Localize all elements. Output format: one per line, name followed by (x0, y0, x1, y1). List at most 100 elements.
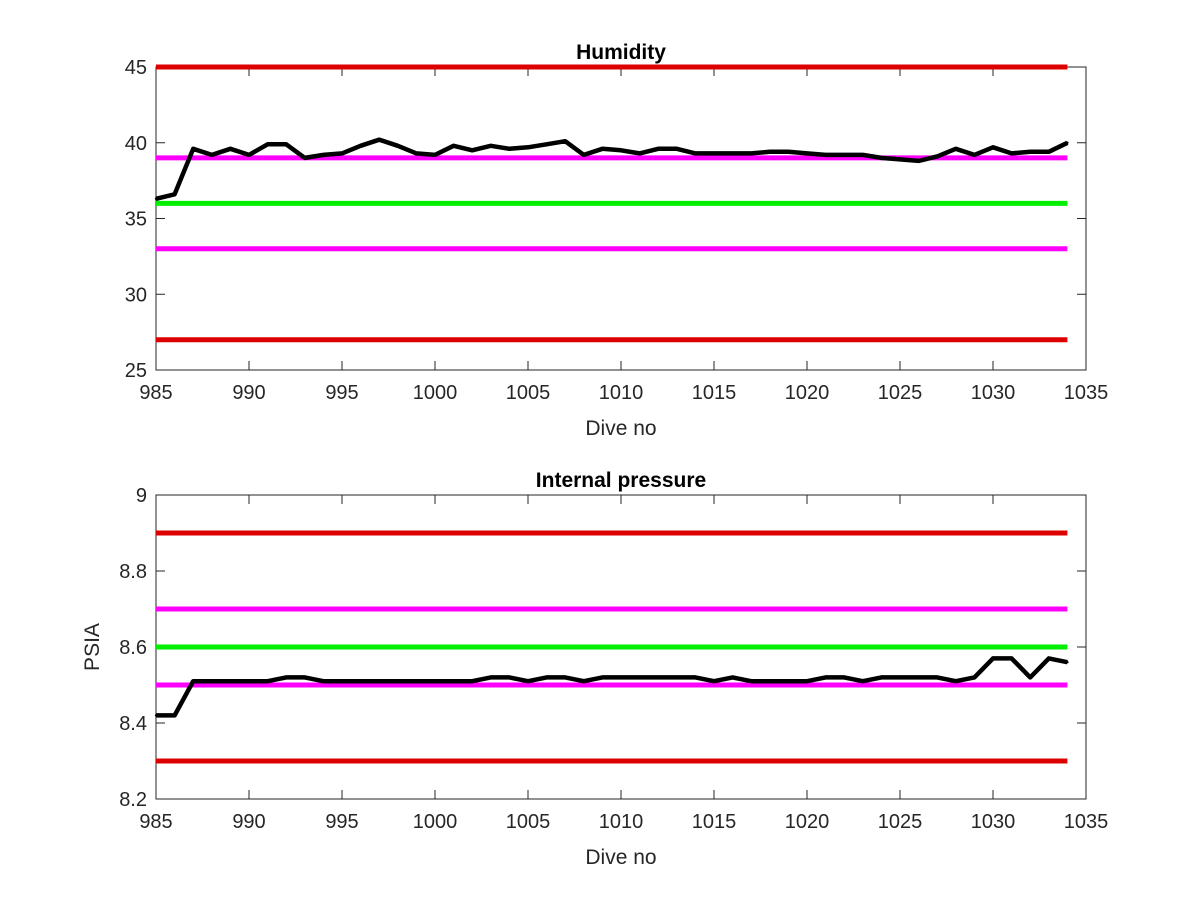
data-point (303, 676, 306, 679)
data-point (898, 158, 902, 161)
data-point (805, 152, 809, 155)
data-point (489, 144, 492, 147)
x-tick-label: 1010 (599, 382, 644, 404)
x-tick-label: 1035 (1064, 811, 1109, 833)
data-point (359, 144, 362, 147)
data-point (1010, 152, 1013, 155)
data-point (508, 147, 511, 151)
data-point (173, 714, 176, 717)
data-point (880, 156, 883, 160)
data-point (824, 676, 827, 679)
data-point (526, 680, 530, 683)
data-point (452, 144, 455, 147)
data-point (192, 680, 195, 683)
data-point (787, 150, 790, 154)
data-point (880, 676, 883, 679)
data-point (750, 152, 753, 155)
data-point (731, 676, 734, 679)
x-tick-label: 1005 (506, 382, 551, 404)
axes-box (155, 66, 1087, 371)
data-point (433, 680, 437, 683)
data-point (936, 155, 939, 158)
data-point (415, 680, 418, 683)
data-point (173, 193, 176, 196)
data-point (675, 147, 678, 151)
x-tick-label: 1000 (413, 382, 458, 404)
y-tick-label: 8.4 (119, 713, 147, 735)
data-point (843, 153, 846, 157)
x-tick-label: 1015 (692, 382, 737, 404)
data-point (545, 143, 548, 146)
data-point (378, 680, 381, 683)
data-point (359, 680, 362, 683)
data-point (657, 676, 660, 679)
data-point (1047, 657, 1051, 660)
data-point (954, 147, 957, 151)
data-point (973, 153, 976, 157)
y-tick-label: 9 (136, 485, 147, 507)
x-tick-label: 1025 (878, 382, 923, 404)
data-point (192, 147, 195, 151)
data-point (675, 676, 678, 679)
data-point (917, 159, 920, 163)
x-tick-label: 985 (139, 382, 172, 404)
data-point (564, 140, 567, 143)
x-tick-label: 1010 (599, 811, 644, 833)
data-point (898, 676, 902, 679)
x-tick-label: 990 (232, 811, 265, 833)
data-point (619, 149, 623, 152)
chart-panel-1: 985 990 995 1000 1005 1010 1015 1020 1025 1030 103… (125, 41, 1109, 440)
data-point (322, 680, 325, 683)
data-point (396, 680, 399, 683)
y-tick-label: 25 (125, 360, 147, 382)
x-tick-label: 985 (139, 811, 172, 833)
x-tick-label: 1020 (785, 811, 830, 833)
data-point (805, 680, 809, 683)
y-tick-label: 30 (125, 284, 147, 306)
chart-title: Internal pressure (536, 469, 706, 492)
data-point (582, 153, 585, 157)
x-tick-label: 1030 (971, 811, 1016, 833)
x-tick-label: 1000 (413, 811, 458, 833)
data-point (229, 147, 232, 151)
x-tick-label: 995 (325, 382, 358, 404)
data-point (340, 152, 344, 155)
data-point (564, 676, 567, 679)
data-point (229, 680, 232, 683)
data-point (266, 143, 269, 146)
y-tick-label: 8.8 (119, 561, 147, 583)
data-point (750, 680, 753, 683)
chart-title: Humidity (576, 41, 666, 64)
data-point (731, 152, 734, 155)
data-point (452, 680, 455, 683)
data-point (1047, 150, 1051, 154)
data-point (266, 680, 269, 683)
x-tick-label: 1005 (506, 811, 551, 833)
data-point (340, 680, 344, 683)
data-point (471, 680, 474, 683)
data-point (861, 680, 864, 683)
data-point (712, 680, 716, 683)
data-point (471, 149, 474, 152)
data-point (322, 153, 325, 157)
data-point (210, 680, 213, 683)
data-point (154, 197, 158, 201)
x-tick-label: 1030 (971, 382, 1016, 404)
x-tick-label: 1020 (785, 382, 830, 404)
data-point (601, 147, 604, 151)
x-tick-label: 1035 (1064, 382, 1109, 404)
data-point (991, 657, 995, 660)
x-tick-label: 990 (232, 382, 265, 404)
data-point (954, 680, 957, 683)
data-point (917, 676, 920, 679)
data-point (545, 676, 548, 679)
y-axis-label: PSIA (81, 623, 104, 671)
data-point (787, 680, 790, 683)
data-point (303, 156, 306, 160)
data-point (824, 153, 827, 157)
data-point (526, 146, 530, 149)
data-point (378, 138, 381, 141)
data-point (508, 676, 511, 679)
data-point (285, 676, 288, 679)
